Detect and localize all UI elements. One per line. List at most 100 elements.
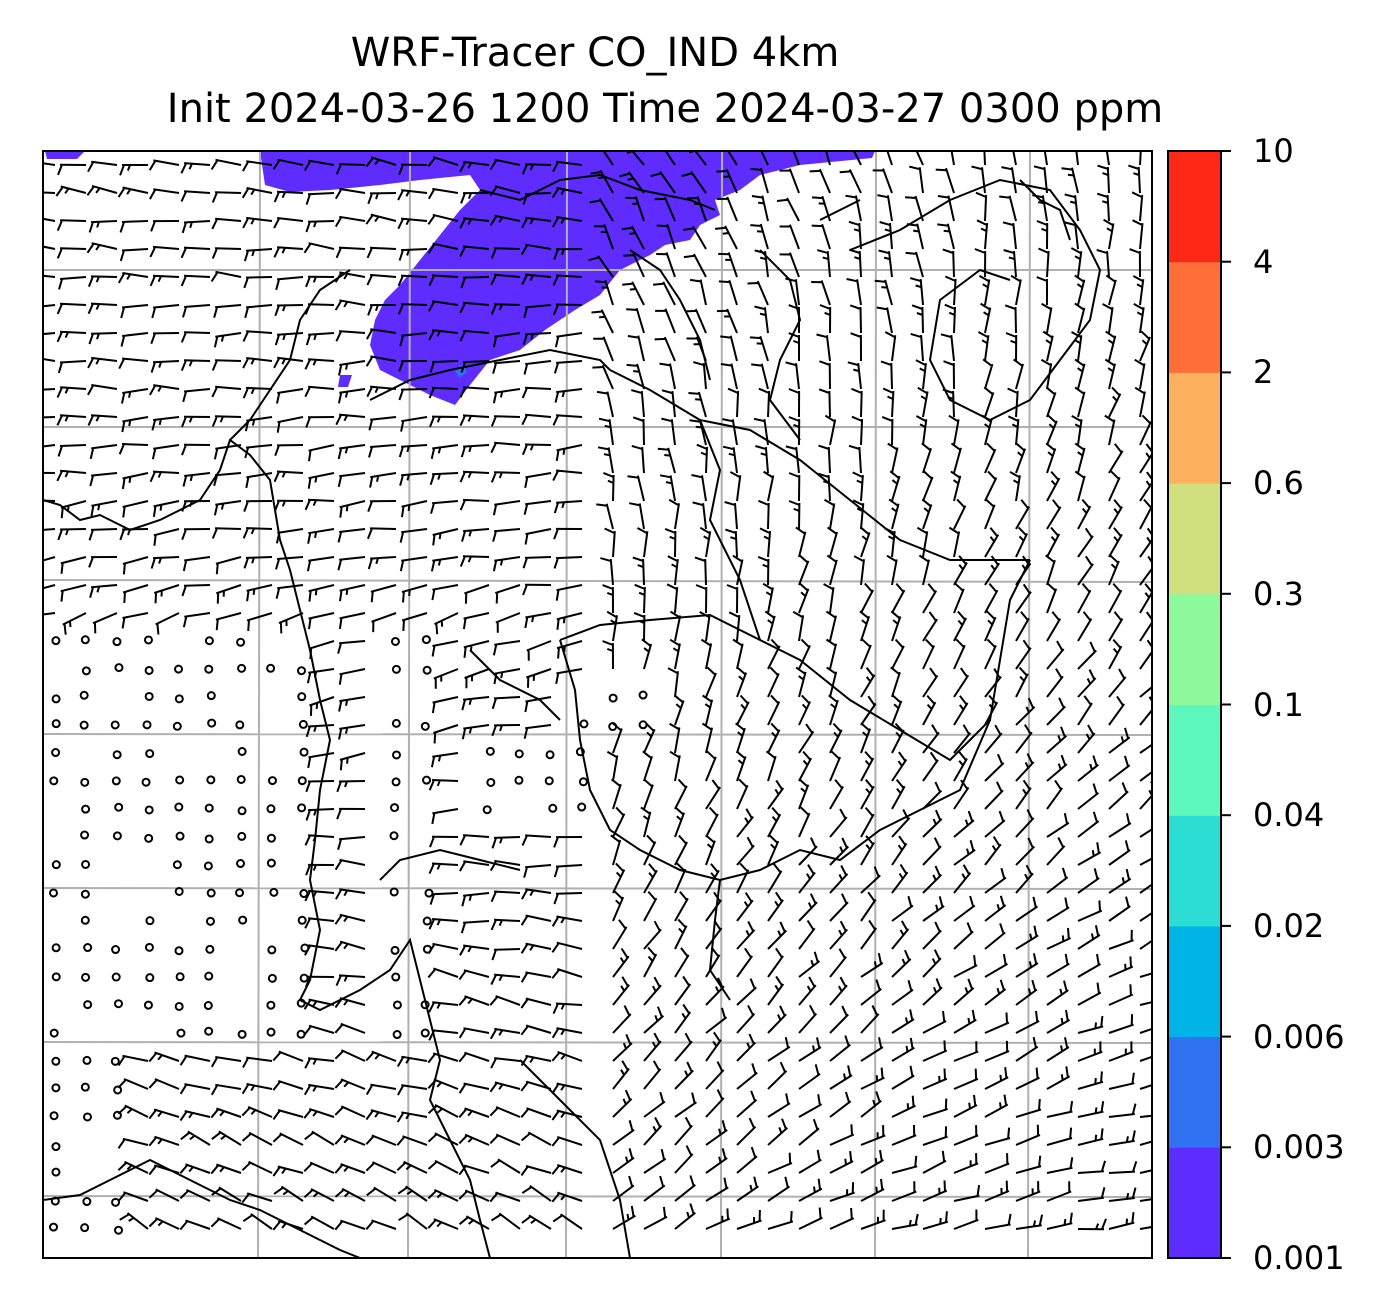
calm-wind-circle xyxy=(83,943,93,953)
wind-barb xyxy=(592,364,614,390)
wind-barb xyxy=(950,442,962,474)
wind-barb xyxy=(888,498,900,530)
calm-wind-circle xyxy=(112,637,122,647)
wind-barb xyxy=(1139,1198,1152,1202)
wind-barb xyxy=(860,1178,885,1202)
wind-barb xyxy=(847,361,862,390)
calm-wind-circle xyxy=(267,945,277,955)
wind-barb xyxy=(640,806,652,838)
calm-wind-circle xyxy=(389,887,399,897)
wind-barb xyxy=(757,555,770,586)
wind-barb xyxy=(334,215,366,228)
wind-barb xyxy=(492,360,521,374)
wind-barb xyxy=(1139,414,1152,446)
wind-barb xyxy=(612,806,626,838)
wind-barb xyxy=(1015,442,1027,474)
calm-wind-circle xyxy=(422,665,432,675)
calm-wind-circle xyxy=(391,972,401,982)
wind-barb xyxy=(798,1094,823,1118)
wind-barb xyxy=(427,242,459,254)
calm-wind-circle xyxy=(544,776,554,786)
wind-barb xyxy=(152,500,180,518)
wind-barb xyxy=(1077,783,1100,810)
wind-barb xyxy=(243,500,273,512)
border-1 xyxy=(559,559,1031,762)
wind-barb xyxy=(877,194,893,222)
wind-barb xyxy=(674,918,688,950)
wind-barb xyxy=(1046,812,1070,838)
wind-barb xyxy=(1077,1071,1104,1090)
wind-barb xyxy=(428,918,459,930)
wind-barb xyxy=(1015,499,1030,530)
wind-barb xyxy=(428,274,459,287)
wind-barb xyxy=(400,416,428,432)
wind-barb xyxy=(491,696,521,710)
wind-barb xyxy=(43,358,56,362)
wind-barb xyxy=(556,640,583,659)
wind-barb xyxy=(829,808,848,838)
wind-barb xyxy=(798,694,812,726)
wind-barb xyxy=(305,780,335,793)
wind-barb xyxy=(860,979,882,1006)
wind-barb xyxy=(767,975,785,1006)
wind-barb xyxy=(953,1009,977,1034)
wind-barb xyxy=(1139,764,1152,782)
wind-barb xyxy=(1139,1055,1152,1062)
wind-barb xyxy=(767,1061,788,1090)
wind-barb xyxy=(643,946,658,978)
calm-wind-circle xyxy=(51,694,61,704)
wind-barb xyxy=(88,220,118,233)
wind-barb xyxy=(56,247,87,259)
wind-barb xyxy=(612,1060,630,1090)
wind-barb xyxy=(1139,696,1152,726)
wind-barb xyxy=(272,1109,304,1120)
wind-barb xyxy=(650,171,676,194)
wind-barb xyxy=(304,1057,335,1069)
wind-barb xyxy=(860,779,875,810)
wind-barb xyxy=(553,248,583,260)
wind-barb xyxy=(911,304,924,334)
wind-barb xyxy=(57,163,87,176)
wind-barb xyxy=(489,1106,521,1118)
wind-barb xyxy=(589,198,614,222)
wind-barb xyxy=(1077,755,1099,782)
wind-barb xyxy=(612,722,623,754)
wind-barb xyxy=(674,1092,697,1118)
wind-barb xyxy=(180,274,211,287)
wind-barb xyxy=(674,1116,693,1146)
wind-barb xyxy=(397,303,428,315)
wind-barb xyxy=(736,1004,756,1034)
wind-barb xyxy=(427,942,459,955)
wind-barb xyxy=(459,160,490,173)
wind-barb xyxy=(1074,358,1086,390)
wind-barb xyxy=(210,158,242,171)
wind-barb xyxy=(552,216,583,228)
wind-barb xyxy=(308,640,335,660)
wind-barb xyxy=(984,527,1000,558)
wind-barb xyxy=(922,809,943,838)
wind-barb xyxy=(1015,864,1034,894)
calm-wind-circle xyxy=(392,1030,402,1040)
wind-barb xyxy=(119,220,149,233)
wind-barb xyxy=(736,862,750,894)
wind-barb xyxy=(1108,840,1131,866)
wind-barb xyxy=(553,836,583,848)
wind-barb xyxy=(826,554,838,586)
calm-wind-circle xyxy=(299,889,309,899)
wind-barb xyxy=(117,1104,149,1118)
wind-barb xyxy=(337,836,366,850)
wind-barb xyxy=(521,163,552,175)
calm-wind-circle xyxy=(113,1085,123,1095)
wind-barb xyxy=(860,638,872,670)
wind-barb xyxy=(767,638,781,670)
calm-wind-circle xyxy=(172,860,182,870)
wind-barb xyxy=(429,415,459,428)
wind-barb xyxy=(338,612,366,630)
wind-barb xyxy=(88,556,118,568)
wind-barb xyxy=(736,1209,762,1230)
wind-barb xyxy=(89,472,118,487)
wind-barb xyxy=(767,722,781,754)
wind-barb xyxy=(490,273,521,286)
wind-barb xyxy=(735,750,747,782)
wind-barb xyxy=(273,190,304,203)
